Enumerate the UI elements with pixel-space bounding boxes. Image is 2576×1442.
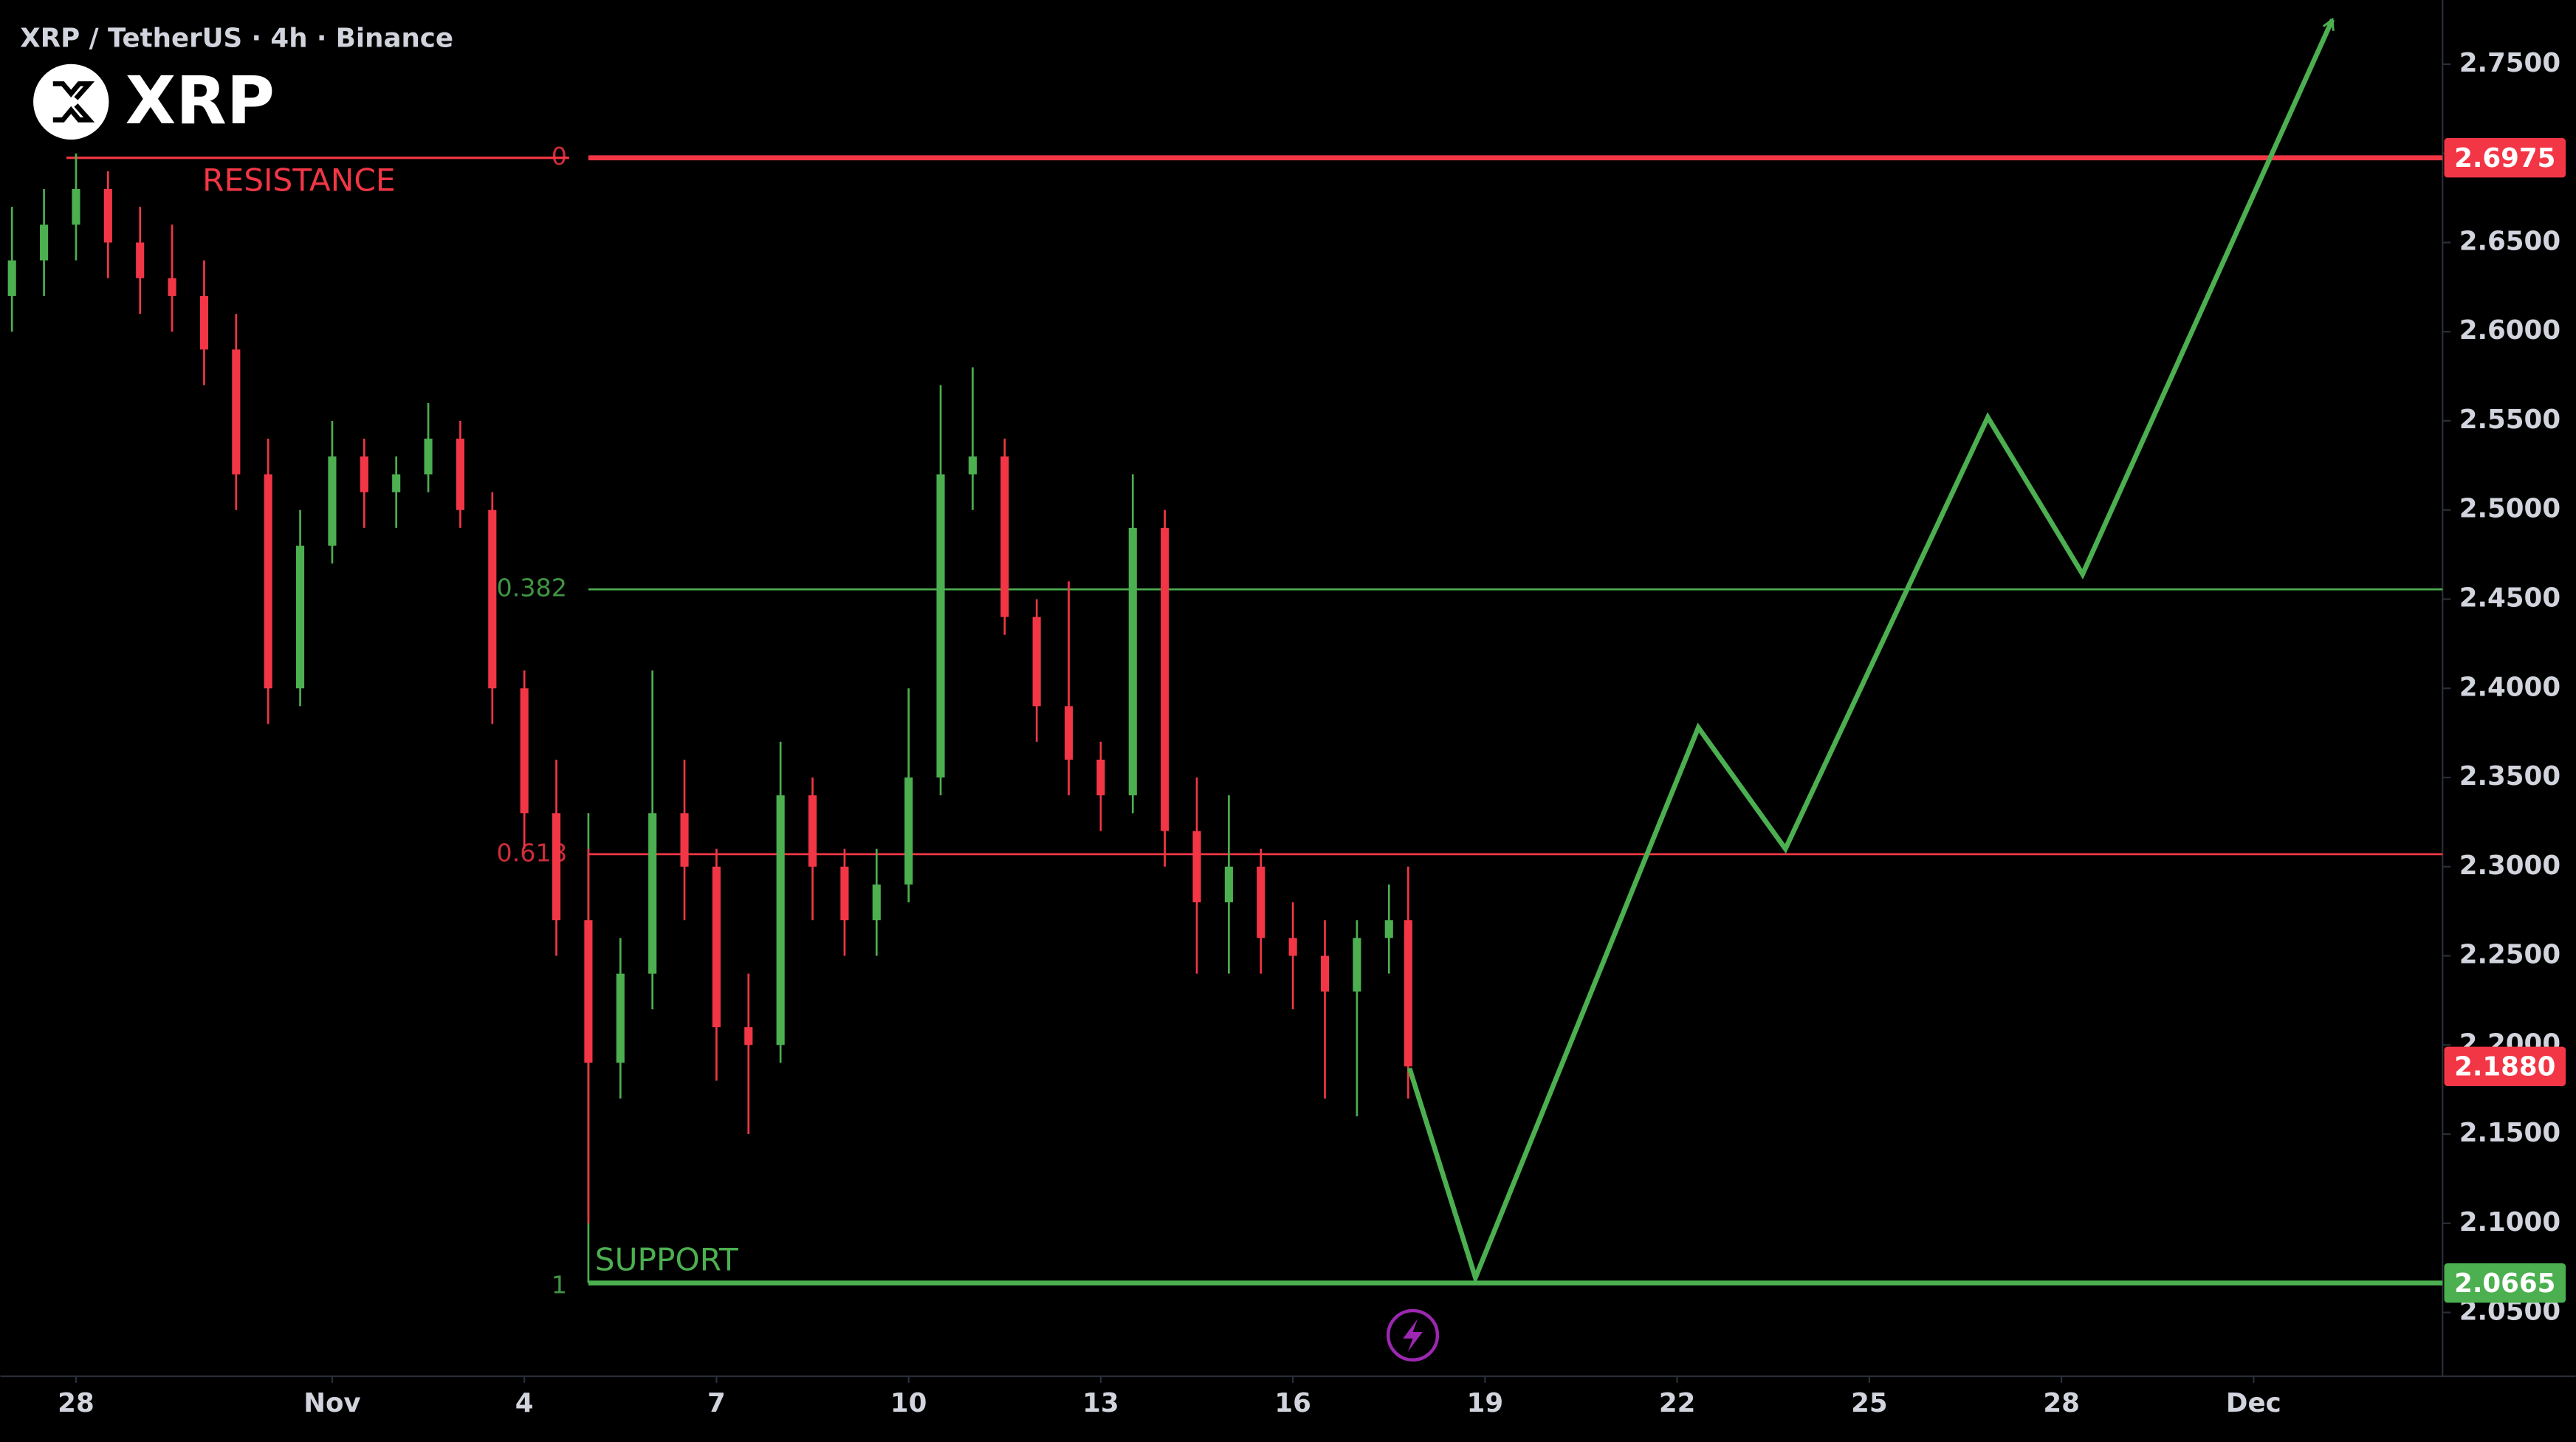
- candle-body: [520, 688, 529, 814]
- x-tick-label: 13: [1082, 1388, 1119, 1418]
- candle-body: [1161, 527, 1169, 831]
- x-tick-label: 22: [1659, 1388, 1696, 1418]
- candle-body: [1288, 938, 1297, 956]
- candle-body: [584, 920, 593, 1063]
- event-icon[interactable]: [1386, 1308, 1440, 1362]
- candle-body: [904, 777, 913, 885]
- price-label-box: [2444, 138, 2566, 178]
- price-label-box: [2444, 1263, 2566, 1303]
- logo-icon: [52, 81, 95, 123]
- candle-body: [744, 1027, 753, 1046]
- y-tick-label: 2.3000: [2459, 851, 2560, 881]
- candle-body: [1192, 831, 1201, 903]
- candle-body: [40, 224, 49, 261]
- y-tick-label: 2.4000: [2459, 672, 2560, 702]
- candle-body: [1353, 938, 1361, 992]
- candle-body: [392, 474, 401, 492]
- x-tick-label: 28: [2043, 1388, 2080, 1418]
- symbol-label: XRP: [126, 62, 275, 139]
- candle-body: [1404, 920, 1412, 1067]
- candle-body: [1032, 617, 1041, 707]
- candle-body: [552, 813, 561, 921]
- candle-body: [808, 795, 817, 867]
- candle-body: [72, 189, 80, 225]
- candle-body: [648, 813, 657, 974]
- candle-body: [1096, 759, 1105, 796]
- x-tick-label: 16: [1274, 1388, 1311, 1418]
- candle-body: [1128, 527, 1137, 796]
- y-tick-label: 2.3500: [2459, 761, 2560, 792]
- candle-body: [872, 884, 881, 921]
- y-tick-label: 2.6500: [2459, 226, 2560, 256]
- candle-body: [199, 295, 209, 350]
- y-tick-label: 2.5000: [2459, 494, 2560, 524]
- level-annotation: RESISTANCE: [202, 162, 395, 199]
- x-tick-label: 25: [1851, 1388, 1888, 1418]
- candle-body: [168, 278, 176, 296]
- candle-body: [1064, 706, 1074, 760]
- event-icon-bolt: [1403, 1319, 1423, 1352]
- candle-body: [712, 866, 721, 1028]
- candle-body: [360, 456, 368, 492]
- price-label: 2.0665: [2454, 1268, 2555, 1299]
- candle-body: [232, 349, 241, 475]
- x-tick-label: Dec: [2226, 1388, 2281, 1418]
- candle-body: [968, 456, 977, 475]
- x-tick-label: 19: [1467, 1388, 1504, 1418]
- candle-body: [680, 813, 689, 867]
- x-tick-label: 28: [58, 1388, 95, 1418]
- y-tick-label: 2.7500: [2459, 48, 2560, 78]
- level-name: 0: [552, 142, 567, 171]
- y-tick-label: 2.4500: [2459, 583, 2560, 613]
- projection-path: [1407, 20, 2335, 1285]
- chart-title: XRP / TetherUS · 4h · Binance: [20, 23, 453, 53]
- candle-body: [103, 189, 112, 243]
- y-tick-label: 2.5500: [2459, 405, 2560, 435]
- candle-body: [1384, 920, 1393, 938]
- level-name: 0.382: [496, 574, 567, 602]
- level-name: 1: [552, 1271, 567, 1299]
- candle-body: [7, 260, 16, 296]
- candle-body: [1000, 456, 1009, 617]
- candle-body: [296, 546, 305, 689]
- candle-body: [488, 509, 497, 689]
- price-label-box: [2444, 1046, 2566, 1086]
- x-tick-label: 10: [890, 1388, 927, 1418]
- logo-circle: [33, 63, 109, 140]
- candle-body: [1224, 866, 1233, 903]
- price-label: 2.6975: [2454, 143, 2555, 174]
- x-tick-label: 4: [515, 1388, 534, 1418]
- y-tick-label: 2.2500: [2459, 940, 2560, 970]
- candle-body: [328, 456, 337, 546]
- x-tick-label: Nov: [303, 1388, 360, 1418]
- candle-body: [264, 474, 272, 689]
- candle-body: [616, 973, 625, 1063]
- level-annotation: SUPPORT: [595, 1241, 738, 1277]
- candle-body: [840, 866, 849, 921]
- candle-body: [1320, 955, 1330, 992]
- candle-body: [456, 439, 464, 510]
- candle-body: [1257, 866, 1265, 938]
- candle-body: [776, 795, 785, 1046]
- y-tick-label: 2.6000: [2459, 315, 2560, 346]
- price-label: 2.1880: [2454, 1051, 2555, 1082]
- candle-body: [936, 474, 945, 778]
- candle-body: [136, 242, 145, 278]
- y-tick-label: 2.1000: [2459, 1207, 2560, 1237]
- y-tick-label: 2.1500: [2459, 1118, 2560, 1148]
- candle-body: [424, 439, 433, 475]
- x-tick-label: 7: [707, 1388, 726, 1418]
